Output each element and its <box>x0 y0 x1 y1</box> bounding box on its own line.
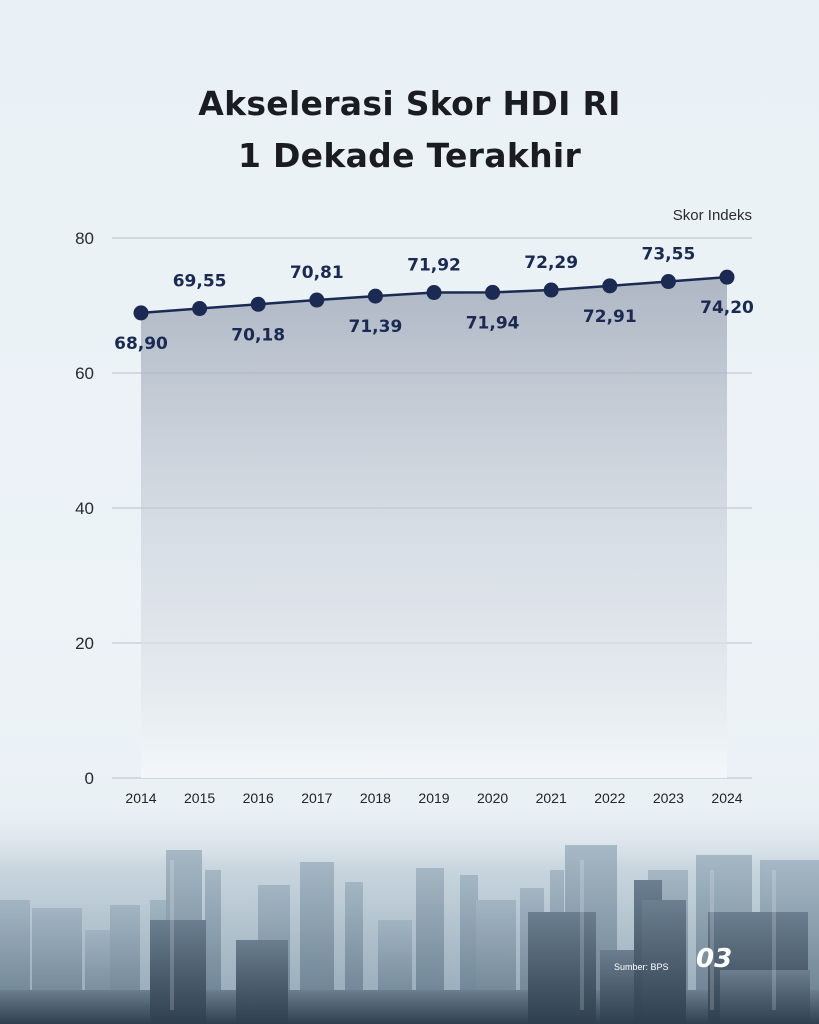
y-tick-label: 40 <box>75 499 94 518</box>
y-tick-label: 60 <box>75 364 94 383</box>
data-label: 68,90 <box>114 334 168 354</box>
data-point <box>133 305 149 321</box>
y-tick-label: 20 <box>75 634 94 653</box>
data-label: 74,20 <box>700 298 754 318</box>
y-tick-label: 80 <box>75 229 94 248</box>
data-label: 69,55 <box>173 272 227 292</box>
data-point <box>309 292 325 308</box>
data-point <box>602 278 618 294</box>
data-label: 72,91 <box>583 307 637 327</box>
y-tick-label: 0 <box>85 769 94 788</box>
title-line-1: Akselerasi Skor HDI RI <box>198 84 621 123</box>
area-fill <box>141 277 727 778</box>
data-label: 70,81 <box>290 263 344 283</box>
data-point <box>250 296 266 312</box>
data-point <box>660 274 676 290</box>
data-label: 71,94 <box>466 313 520 333</box>
y-axis-label: Skor Indeks <box>673 207 752 224</box>
data-label: 70,18 <box>231 325 285 345</box>
data-point <box>367 288 383 304</box>
data-point <box>426 285 442 301</box>
data-labels: 68,90 69,55 70,18 70,81 71,39 71,92 71,94 72,29… <box>114 245 754 354</box>
data-point <box>543 282 559 298</box>
data-point <box>485 284 501 300</box>
data-points <box>133 269 735 321</box>
data-point <box>192 301 208 317</box>
page-number: 03 <box>696 944 733 974</box>
data-label: 71,39 <box>349 317 403 337</box>
data-label: 73,55 <box>642 245 696 265</box>
city-skyline-image <box>0 800 819 1024</box>
data-label: 72,29 <box>524 253 578 273</box>
source-note: Sumber: BPS <box>614 962 669 972</box>
data-label: 71,92 <box>407 256 461 276</box>
title-line-2: 1 Dekade Terakhir <box>237 136 582 175</box>
chart-title: Akselerasi Skor HDI RI 1 Dekade Terakhir <box>0 78 819 182</box>
data-point <box>719 269 735 285</box>
y-axis: 0 20 40 60 80 <box>75 229 94 788</box>
